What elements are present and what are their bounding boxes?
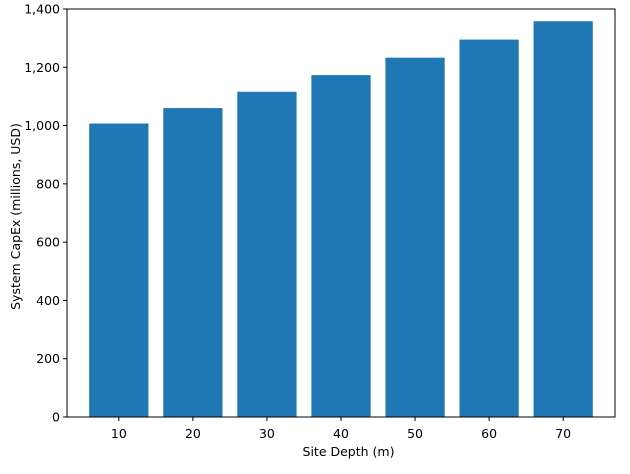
x-tick-label: 70 (555, 426, 571, 441)
y-tick-label: 400 (36, 293, 60, 308)
bar-30 (237, 91, 297, 418)
y-tick-label: 1,400 (24, 2, 60, 17)
y-tick-label: 200 (36, 351, 60, 366)
x-tick-label: 30 (259, 426, 275, 441)
bar-40 (311, 75, 371, 418)
bar-10 (89, 123, 149, 417)
bars-layer (89, 21, 593, 418)
y-axis-label: System CapEx (millions, USD) (8, 123, 23, 310)
y-tick-label: 800 (36, 176, 60, 191)
x-tick-label: 40 (333, 426, 349, 441)
x-tick-label: 10 (111, 426, 127, 441)
x-tick-label: 20 (185, 426, 201, 441)
y-tick-label: 600 (36, 235, 60, 250)
x-tick-label: 60 (481, 426, 497, 441)
y-tick-label: 0 (52, 410, 60, 425)
x-axis-label: Site Depth (m) (303, 444, 395, 459)
y-tick-label: 1,000 (24, 118, 60, 133)
ticks-layer: 10 20 30 40 50 60 70 0 200 400 600 800 1,000 1,200 1,4… (24, 2, 571, 442)
bar-60 (459, 39, 519, 417)
bar-20 (163, 108, 223, 417)
bar-50 (385, 57, 445, 418)
y-tick-label: 1,200 (24, 60, 60, 75)
x-tick-label: 50 (407, 426, 423, 441)
bar-70 (533, 21, 593, 418)
